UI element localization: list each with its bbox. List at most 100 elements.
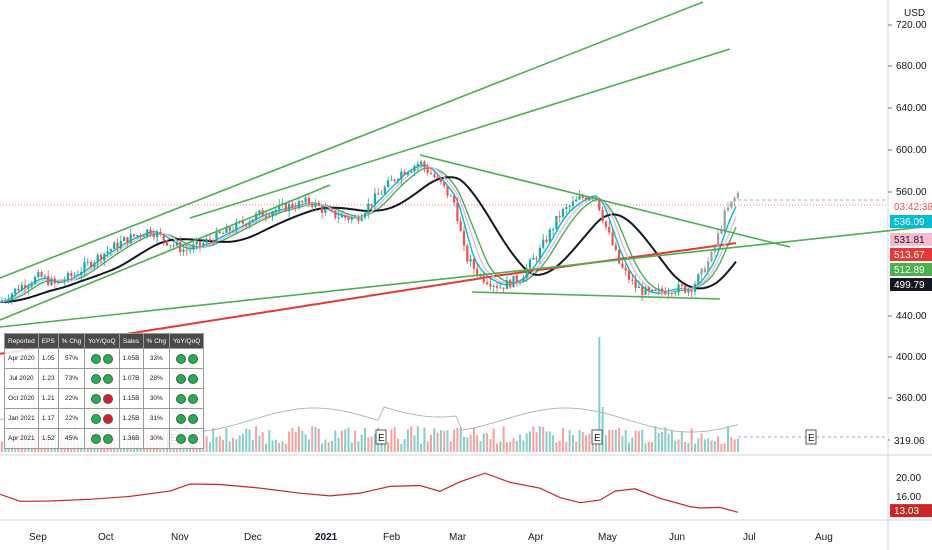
candle-body bbox=[165, 240, 169, 246]
candle-body bbox=[697, 274, 700, 284]
candle-body bbox=[337, 217, 340, 219]
volume-bar bbox=[453, 429, 456, 452]
candle-body bbox=[634, 280, 637, 288]
volume-bar bbox=[545, 431, 548, 452]
earnings-table-header-cell: YoY/QoQ bbox=[84, 333, 120, 349]
candle-body bbox=[495, 285, 499, 288]
volume-bar bbox=[370, 436, 373, 452]
volume-bar bbox=[631, 437, 634, 452]
candle-body bbox=[182, 249, 185, 252]
volume-bar bbox=[618, 428, 621, 452]
price-tick-label: 640.00 bbox=[896, 103, 927, 114]
volume-bar bbox=[281, 441, 284, 452]
price-label: 499.79 bbox=[894, 280, 925, 291]
volume-bar bbox=[674, 440, 677, 452]
candle-body bbox=[466, 245, 469, 262]
candle-body bbox=[403, 171, 406, 175]
volume-bar bbox=[225, 428, 228, 452]
green-dot-icon bbox=[102, 353, 113, 364]
volume-bar bbox=[298, 426, 300, 452]
candle-body bbox=[288, 203, 291, 212]
earnings-table-cell: Oct 2020 bbox=[4, 388, 39, 409]
volume-bar bbox=[284, 443, 287, 452]
trendline bbox=[0, 184, 331, 321]
candle-body bbox=[641, 286, 644, 295]
volume-bar bbox=[410, 426, 413, 452]
earnings-table-cell bbox=[169, 388, 205, 409]
candle-body bbox=[294, 207, 297, 209]
volume-bar bbox=[311, 426, 314, 452]
earnings-table-header: Reported EPS% Chg YoY/QoQ Sales% Chg YoY/QoQ bbox=[4, 333, 205, 349]
volume-bar bbox=[463, 436, 465, 452]
candle-body bbox=[571, 201, 574, 207]
green-dot-icon bbox=[187, 433, 198, 444]
green-dot-icon bbox=[175, 373, 186, 384]
candle-body bbox=[24, 284, 27, 289]
volume-bar bbox=[509, 441, 512, 452]
candle-body bbox=[324, 208, 327, 213]
trendline bbox=[0, 1, 704, 279]
candle-body bbox=[449, 195, 452, 197]
candle-body bbox=[469, 259, 472, 262]
indicator-panel: 13.03 bbox=[0, 472, 932, 518]
candle-body bbox=[482, 275, 485, 283]
price-label-bg bbox=[890, 200, 932, 213]
candle-body bbox=[17, 288, 20, 291]
volume-bar bbox=[360, 434, 363, 452]
volume-bar bbox=[548, 431, 551, 452]
volume-bar bbox=[304, 434, 307, 452]
earnings-table-cell: 57% bbox=[57, 348, 86, 369]
volume-bar bbox=[670, 430, 673, 452]
volume-bar bbox=[288, 431, 291, 452]
candle-body bbox=[360, 217, 363, 221]
volume-bar bbox=[373, 433, 376, 452]
volume-bar bbox=[472, 427, 475, 452]
candle-body bbox=[205, 239, 208, 243]
earnings-table-cell: 1.23 bbox=[37, 368, 59, 389]
candle-body bbox=[707, 261, 710, 273]
time-tick-label: Sep bbox=[29, 532, 47, 543]
price-tick-label: 560.00 bbox=[896, 187, 927, 198]
volume-bar bbox=[350, 442, 353, 452]
candle-body bbox=[548, 229, 551, 242]
candle-body bbox=[350, 217, 353, 220]
earnings-marker-label: E bbox=[594, 433, 601, 444]
candle-body bbox=[344, 215, 347, 218]
candle-body bbox=[66, 273, 70, 281]
candle-body bbox=[604, 221, 607, 227]
volume-bar bbox=[344, 429, 347, 452]
volume-bar bbox=[406, 429, 409, 452]
volume-bar bbox=[628, 442, 630, 452]
candle-body bbox=[0, 300, 4, 303]
candle-body bbox=[542, 239, 545, 248]
candle-body bbox=[40, 272, 43, 277]
volume-bar bbox=[1, 441, 3, 452]
candle-body bbox=[476, 268, 479, 276]
candle-body bbox=[255, 213, 258, 220]
candle-body bbox=[680, 284, 683, 286]
candle-body bbox=[383, 187, 386, 194]
candle-body bbox=[578, 195, 581, 200]
green-dot-icon bbox=[90, 353, 101, 364]
volume-bar bbox=[578, 429, 581, 452]
green-dot-icon bbox=[175, 353, 186, 364]
volume-bar bbox=[552, 435, 555, 452]
volume-bar bbox=[327, 442, 330, 452]
candle-body bbox=[631, 279, 634, 281]
volume-bar bbox=[390, 429, 393, 452]
volume-bar bbox=[324, 439, 327, 452]
candle-body bbox=[406, 172, 409, 175]
volume-bar bbox=[727, 426, 729, 452]
candle-body bbox=[129, 234, 132, 244]
price-label-bg bbox=[890, 278, 932, 291]
volume-bar bbox=[684, 442, 687, 452]
candle-body bbox=[420, 161, 423, 164]
candle-body bbox=[96, 254, 99, 263]
candle-body bbox=[410, 170, 413, 173]
candle-body bbox=[726, 207, 730, 211]
volume-bar bbox=[489, 439, 492, 452]
indicator-value: 13.03 bbox=[894, 506, 919, 517]
candle-body bbox=[446, 186, 449, 196]
earnings-table-cell: 30% bbox=[142, 388, 171, 409]
